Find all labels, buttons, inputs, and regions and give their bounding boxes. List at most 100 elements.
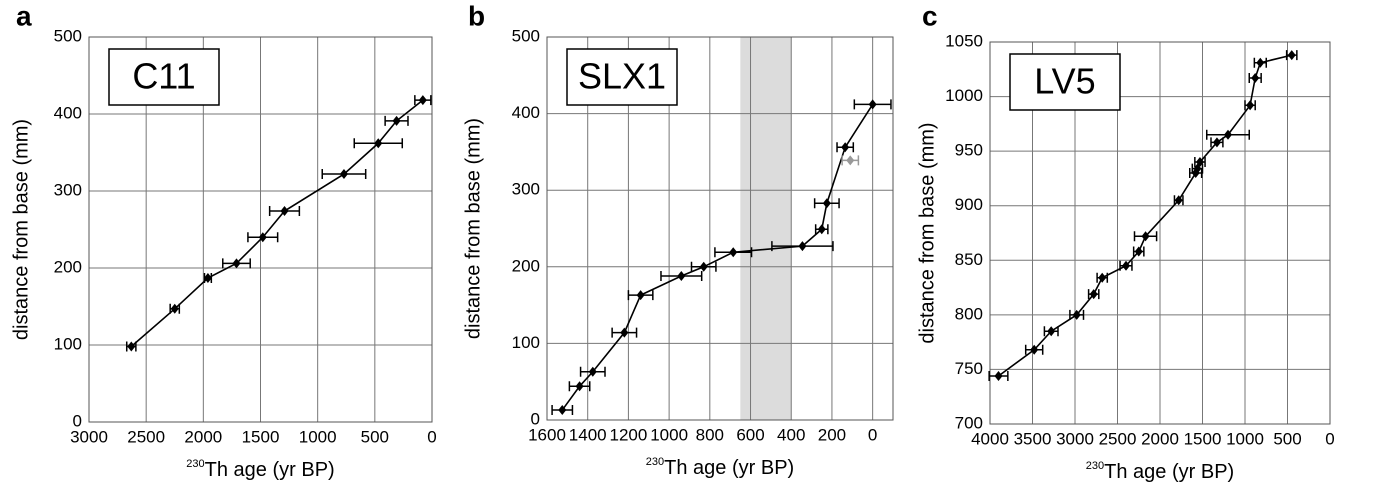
- y-tick-label: 1050: [945, 31, 983, 50]
- name-box: [1009, 53, 1121, 111]
- data-point: [258, 232, 267, 243]
- y-tick-label: 300: [54, 180, 82, 199]
- x-tick-label: 2500: [127, 427, 165, 446]
- series-line: [130, 99, 424, 348]
- x-tick-label: 500: [361, 427, 389, 446]
- name-box: [566, 48, 678, 106]
- panel-label: b: [468, 0, 485, 31]
- data-point: [636, 290, 645, 301]
- plot-frame: [546, 36, 894, 421]
- y-tick-label: 500: [512, 26, 540, 45]
- x-axis-label-sup: 230: [186, 458, 204, 470]
- y-axis-label: distance from base (mm): [916, 122, 938, 343]
- x-tick-label: 0: [1325, 429, 1334, 448]
- x-axis-label: 230Th age (yr BP): [646, 456, 794, 479]
- x-axis-label: 230Th age (yr BP): [1086, 460, 1234, 483]
- data-point: [1141, 231, 1150, 242]
- x-tick-label: 1000: [650, 425, 688, 444]
- y-tick-label: 300: [512, 180, 540, 199]
- data-point: [127, 341, 136, 352]
- panel: 0 100 200 300 400 500 1600 1400 1200 1000 800 600 40…: [462, 0, 894, 479]
- x-axis-label-sup: 230: [1086, 460, 1104, 472]
- y-tick-label: 750: [955, 359, 983, 378]
- data-point: [575, 381, 584, 392]
- shaded-interval: [740, 37, 792, 420]
- name-box-label: LV5: [1034, 61, 1095, 102]
- y-tick-label: 400: [54, 103, 82, 122]
- data-point: [1174, 195, 1183, 206]
- y-tick-label: 500: [54, 26, 82, 45]
- y-tick-label: 850: [955, 250, 983, 269]
- data-point: [1256, 57, 1265, 68]
- x-tick-label: 3500: [1014, 429, 1052, 448]
- data-point: [1098, 272, 1107, 283]
- y-tick-label: 100: [512, 333, 540, 352]
- data-point: [339, 169, 348, 180]
- x-tick-label: 3000: [70, 427, 108, 446]
- data-point: [588, 366, 597, 377]
- y-tick-label: 200: [512, 256, 540, 275]
- x-tick-label: 1500: [242, 427, 280, 446]
- plot-frame: [989, 41, 1331, 425]
- x-tick-label: 2500: [1099, 429, 1137, 448]
- x-tick-label: 1400: [569, 425, 607, 444]
- data-point: [1030, 344, 1039, 355]
- x-tick-label: 4000: [971, 429, 1009, 448]
- x-axis-label-text: Th age (yr BP): [1104, 461, 1234, 483]
- y-tick-label: 900: [955, 195, 983, 214]
- x-tick-label: 0: [868, 425, 877, 444]
- y-tick-label: 400: [512, 103, 540, 122]
- name-box-label: C11: [132, 56, 195, 97]
- data-point: [418, 95, 427, 106]
- x-tick-label: 2000: [1141, 429, 1179, 448]
- x-tick-label: 1200: [609, 425, 647, 444]
- x-tick-label: 800: [696, 425, 724, 444]
- x-tick-label: 600: [736, 425, 764, 444]
- data-point: [817, 224, 826, 235]
- y-tick-label: 0: [73, 411, 82, 430]
- x-tick-label: 500: [1273, 429, 1301, 448]
- data-point: [699, 261, 708, 272]
- x-tick-label: 0: [427, 427, 436, 446]
- x-tick-label: 1500: [1184, 429, 1222, 448]
- data-point: [841, 142, 850, 153]
- x-tick-label: 400: [777, 425, 805, 444]
- data-point: [1134, 246, 1143, 257]
- panel-label: a: [16, 0, 32, 31]
- y-tick-label: 0: [531, 409, 540, 428]
- data-point: [1195, 157, 1204, 168]
- x-axis-label-sup: 230: [646, 456, 664, 468]
- data-point: [868, 99, 877, 110]
- data-point: [729, 247, 738, 258]
- data-point: [620, 327, 629, 338]
- x-tick-label: 1600: [528, 425, 566, 444]
- panel-label: c: [922, 0, 938, 31]
- data-point: [846, 155, 855, 166]
- y-tick-label: 800: [955, 304, 983, 323]
- y-tick-label: 700: [955, 413, 983, 432]
- panel: 0 100 200 300 400 500 3000 2500 2000 1500 1000 500 0…: [10, 0, 436, 481]
- x-axis-label-text: Th age (yr BP): [664, 457, 794, 479]
- data-point: [1072, 309, 1081, 320]
- name-box-label: SLX1: [578, 56, 666, 97]
- data-point: [798, 241, 807, 252]
- x-tick-label: 3000: [1056, 429, 1094, 448]
- data-point: [1122, 260, 1130, 271]
- y-tick-label: 1000: [945, 86, 983, 105]
- name-box: [108, 48, 220, 106]
- x-tick-label: 1000: [1226, 429, 1264, 448]
- data-point: [170, 303, 179, 314]
- y-tick-label: 200: [54, 257, 82, 276]
- x-tick-label: 1000: [299, 427, 337, 446]
- series-line: [561, 103, 874, 411]
- data-point: [1251, 73, 1260, 84]
- y-axis-label: distance from base (mm): [10, 119, 32, 340]
- data-point: [1246, 100, 1255, 111]
- data-point: [1287, 50, 1296, 61]
- x-tick-label: 2000: [184, 427, 222, 446]
- data-point: [232, 258, 241, 269]
- x-axis-label: 230Th age (yr BP): [186, 458, 334, 481]
- data-point: [280, 206, 289, 217]
- data-point: [558, 405, 567, 416]
- y-tick-label: 950: [955, 141, 983, 160]
